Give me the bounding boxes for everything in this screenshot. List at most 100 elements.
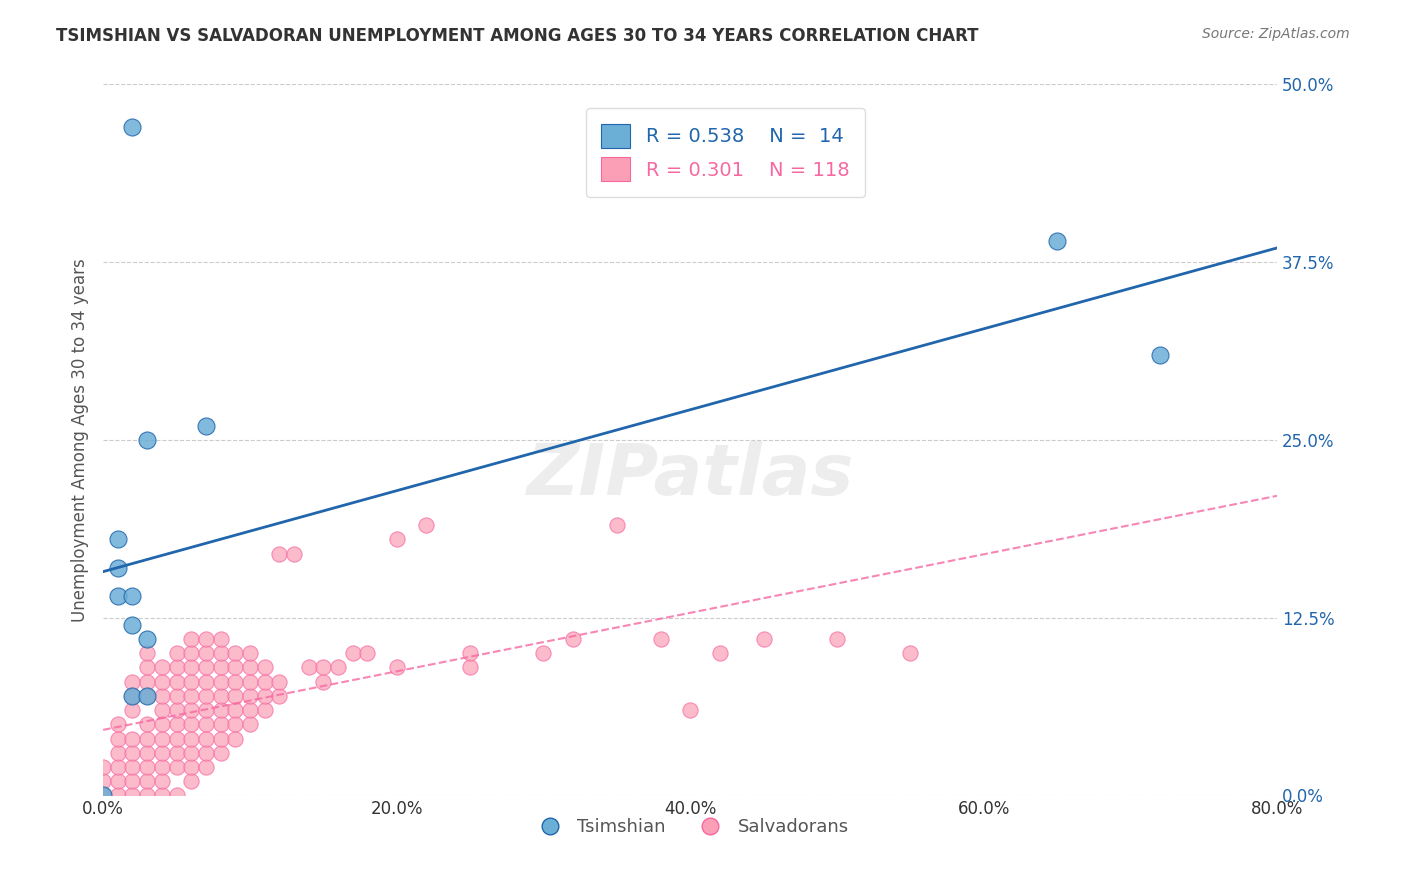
Point — [136, 717, 159, 731]
Point — [224, 731, 246, 746]
Point — [121, 617, 143, 632]
Point — [136, 760, 159, 774]
Point — [180, 746, 202, 760]
Point — [194, 689, 217, 703]
Point — [1046, 234, 1069, 248]
Point — [107, 717, 129, 731]
Point — [107, 789, 129, 803]
Point — [150, 703, 173, 717]
Point — [180, 731, 202, 746]
Point — [166, 660, 188, 674]
Text: Source: ZipAtlas.com: Source: ZipAtlas.com — [1202, 27, 1350, 41]
Point — [209, 703, 232, 717]
Point — [312, 674, 335, 689]
Point — [166, 789, 188, 803]
Point — [194, 731, 217, 746]
Point — [150, 746, 173, 760]
Point — [166, 646, 188, 660]
Point — [385, 660, 408, 674]
Point — [194, 646, 217, 660]
Point — [136, 646, 159, 660]
Point — [194, 632, 217, 646]
Point — [150, 674, 173, 689]
Point — [91, 774, 114, 789]
Point — [342, 646, 364, 660]
Point — [253, 703, 276, 717]
Point — [898, 646, 921, 660]
Point — [107, 746, 129, 760]
Point — [180, 632, 202, 646]
Y-axis label: Unemployment Among Ages 30 to 34 years: Unemployment Among Ages 30 to 34 years — [72, 258, 89, 622]
Point — [136, 689, 159, 703]
Point — [239, 689, 262, 703]
Point — [121, 731, 143, 746]
Point — [136, 433, 159, 447]
Point — [224, 660, 246, 674]
Point — [253, 674, 276, 689]
Point — [136, 632, 159, 646]
Point — [180, 774, 202, 789]
Point — [150, 717, 173, 731]
Point — [121, 674, 143, 689]
Point — [194, 674, 217, 689]
Point — [136, 689, 159, 703]
Point — [91, 789, 114, 803]
Point — [825, 632, 848, 646]
Point — [209, 731, 232, 746]
Point — [194, 660, 217, 674]
Point — [180, 646, 202, 660]
Point — [107, 774, 129, 789]
Point — [150, 731, 173, 746]
Point — [166, 731, 188, 746]
Point — [121, 774, 143, 789]
Text: TSIMSHIAN VS SALVADORAN UNEMPLOYMENT AMONG AGES 30 TO 34 YEARS CORRELATION CHART: TSIMSHIAN VS SALVADORAN UNEMPLOYMENT AMO… — [56, 27, 979, 45]
Point — [121, 703, 143, 717]
Point — [107, 533, 129, 547]
Point — [121, 746, 143, 760]
Point — [224, 674, 246, 689]
Point — [224, 717, 246, 731]
Point — [752, 632, 775, 646]
Point — [650, 632, 672, 646]
Point — [253, 660, 276, 674]
Point — [415, 518, 437, 533]
Point — [121, 689, 143, 703]
Point — [253, 689, 276, 703]
Point — [180, 689, 202, 703]
Point — [136, 789, 159, 803]
Point — [166, 703, 188, 717]
Point — [224, 689, 246, 703]
Point — [224, 703, 246, 717]
Point — [166, 674, 188, 689]
Point — [283, 547, 305, 561]
Point — [269, 689, 291, 703]
Point — [136, 731, 159, 746]
Point — [150, 789, 173, 803]
Point — [136, 774, 159, 789]
Point — [180, 674, 202, 689]
Point — [121, 689, 143, 703]
Point — [180, 703, 202, 717]
Point — [91, 789, 114, 803]
Point — [356, 646, 378, 660]
Point — [312, 660, 335, 674]
Point — [194, 418, 217, 433]
Point — [107, 590, 129, 604]
Point — [194, 760, 217, 774]
Point — [121, 120, 143, 134]
Point — [121, 760, 143, 774]
Point — [150, 774, 173, 789]
Point — [91, 760, 114, 774]
Point — [209, 689, 232, 703]
Point — [209, 717, 232, 731]
Point — [209, 746, 232, 760]
Point — [91, 789, 114, 803]
Point — [458, 646, 481, 660]
Point — [458, 660, 481, 674]
Point — [180, 760, 202, 774]
Point — [194, 703, 217, 717]
Point — [679, 703, 702, 717]
Point — [150, 760, 173, 774]
Point — [239, 674, 262, 689]
Point — [709, 646, 731, 660]
